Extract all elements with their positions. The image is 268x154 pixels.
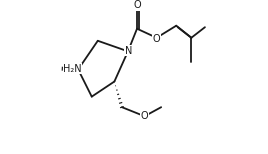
Text: N: N <box>125 46 132 56</box>
Text: H₂N: H₂N <box>63 64 82 74</box>
Text: O: O <box>133 0 141 10</box>
Text: O: O <box>153 34 161 44</box>
Text: O: O <box>141 111 148 121</box>
